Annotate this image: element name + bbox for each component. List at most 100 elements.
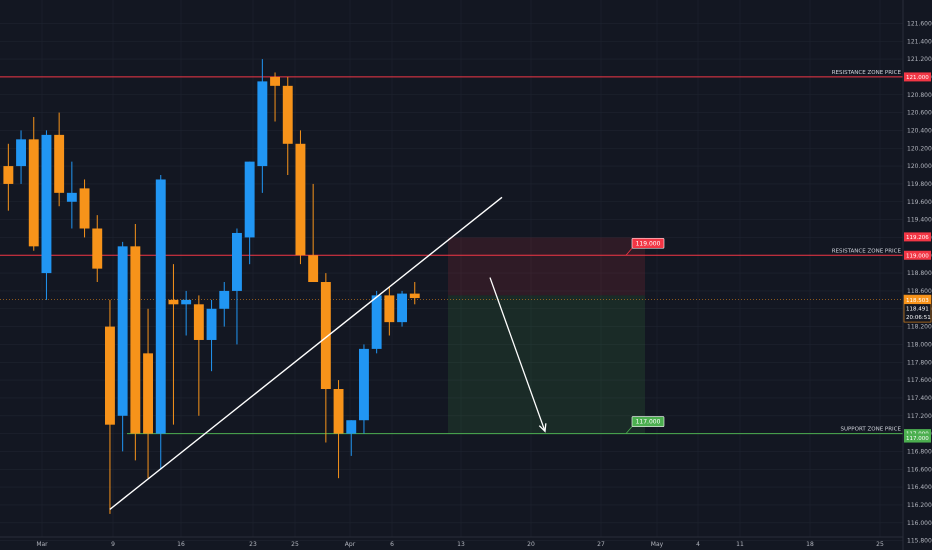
candle-body-up — [41, 134, 52, 274]
price-tick-label: 119.400 — [907, 217, 932, 224]
level-label: RESISTANCE ZONE PRICE — [832, 70, 902, 76]
candle-body-down — [282, 85, 293, 144]
price-tick-label: 117.200 — [907, 413, 932, 420]
candles[interactable] — [3, 59, 420, 514]
candle-body-up — [346, 420, 357, 434]
time-tick-label: 23 — [249, 541, 257, 548]
candle-body-up — [155, 179, 166, 434]
level-price-tag: 121.000 — [906, 75, 929, 81]
candle-body-down — [105, 326, 115, 425]
trendline — [109, 196, 503, 510]
level-price-tag-bg — [904, 72, 931, 82]
candle-body-down — [54, 134, 65, 193]
time-tick-label: 9 — [111, 541, 115, 548]
candle-body-up — [16, 139, 26, 167]
target-label: 117.000 — [636, 419, 661, 426]
take-profit-zone — [448, 295, 645, 434]
time-tick-label: 16 — [177, 541, 185, 548]
entry-label-pointer — [625, 247, 633, 256]
candle-body-down — [28, 139, 39, 247]
entry-label-bg — [631, 237, 665, 249]
candle-body-up — [181, 299, 192, 305]
candle-body-up — [66, 192, 77, 202]
candle-body-down — [333, 389, 344, 434]
position-box[interactable] — [448, 237, 645, 434]
time-tick-label: 20 — [527, 541, 535, 548]
price-tick-label: 116.400 — [907, 484, 932, 491]
price-tick-label: 118.800 — [907, 270, 932, 277]
candle-body-down — [143, 353, 153, 434]
forecast-arrow-head — [538, 423, 547, 433]
level-price-tag: 119.000 — [906, 253, 929, 259]
current-price-tag-line: 118.491 — [906, 306, 929, 312]
current-price-tag-top — [904, 295, 931, 305]
price-axis[interactable]: 121.600 121.400 121.200 121.000 120.800 120.6… — [902, 0, 932, 550]
candle-body-up — [359, 348, 369, 421]
price-levels[interactable]: RESISTANCE ZONE PRICE RESISTANCE ZONE PRI… — [0, 70, 903, 435]
price-tick-label: 115.800 — [907, 538, 932, 545]
price-tick-label: 121.600 — [907, 20, 932, 27]
price-tick-label: 116.000 — [907, 520, 932, 527]
price-tick-label: 116.800 — [907, 448, 932, 455]
target-label-pointer — [625, 426, 633, 434]
time-tick-label: Mar — [36, 541, 48, 548]
candle-body-down — [193, 304, 204, 340]
axis-price-tag-bg — [904, 433, 931, 443]
candle-body-up — [206, 308, 217, 340]
candle-body-down — [384, 295, 395, 323]
time-tick-label: 11 — [736, 541, 744, 548]
price-axis-background — [903, 0, 932, 550]
time-axis[interactable]: Mar 9 16 23 25 Apr 6 13 20 27 May 4 11 18 25 — [0, 536, 903, 548]
forecast-arrow-shaft — [489, 277, 546, 432]
drawings[interactable]: 119.000 117.000 — [109, 196, 665, 510]
price-tick-label: 117.800 — [907, 359, 932, 366]
candle-body-down — [270, 76, 280, 86]
time-tick-label: May — [651, 541, 664, 548]
time-tick-label: 25 — [876, 541, 884, 548]
candle-body-down — [320, 282, 331, 390]
price-tick-label: 120.200 — [907, 145, 932, 152]
level-label: RESISTANCE ZONE PRICE — [832, 248, 902, 254]
price-tick-label: 118.600 — [907, 288, 932, 295]
price-tick-label: 121.400 — [907, 38, 932, 45]
price-tick-label: 117.600 — [907, 377, 932, 384]
target-label-bg — [631, 416, 665, 427]
price-tick-label: 118.200 — [907, 324, 932, 331]
level-price-tag-bg — [904, 250, 931, 260]
stop-loss-zone — [448, 237, 645, 296]
candle-body-down — [295, 143, 306, 256]
price-tick-label: 121.200 — [907, 56, 932, 63]
candle-body-up — [257, 81, 268, 167]
candle-body-down — [3, 166, 14, 184]
price-tick-label: 116.200 — [907, 502, 932, 509]
price-tick-label: 116.600 — [907, 466, 932, 473]
candle-body-down — [308, 255, 319, 283]
price-tick-label: 120.800 — [907, 92, 932, 99]
candle-body-up — [371, 295, 382, 349]
price-tick-label: 117.400 — [907, 395, 932, 402]
candle-body-up — [219, 290, 230, 309]
time-tick-label: 27 — [597, 541, 605, 548]
candle-body-down — [79, 188, 90, 229]
candle-body-up — [232, 232, 242, 291]
price-tick-label: 120.000 — [907, 163, 932, 170]
time-tick-label: 13 — [457, 541, 465, 548]
price-tick-label: 120.600 — [907, 110, 932, 117]
candle-body-down — [92, 228, 103, 269]
time-tick-label: 4 — [696, 541, 700, 548]
axis-price-tag-bg — [904, 232, 931, 242]
time-tick-label: 25 — [291, 541, 299, 548]
axis-price-tag: 117.000 — [906, 436, 929, 442]
price-tick-label: 120.400 — [907, 127, 932, 134]
candle-body-up — [117, 246, 128, 416]
candle-body-down — [130, 246, 141, 434]
current-price-tag-line: 118.503 — [906, 298, 929, 304]
time-tick-label: Apr — [345, 541, 356, 548]
level-label: SUPPORT ZONE PRICE — [840, 427, 901, 433]
price-tick-label: 118.000 — [907, 341, 932, 348]
candle-body-up — [397, 293, 407, 323]
time-tick-label: 6 — [390, 541, 394, 548]
axis-price-tag: 119.206 — [906, 235, 929, 241]
